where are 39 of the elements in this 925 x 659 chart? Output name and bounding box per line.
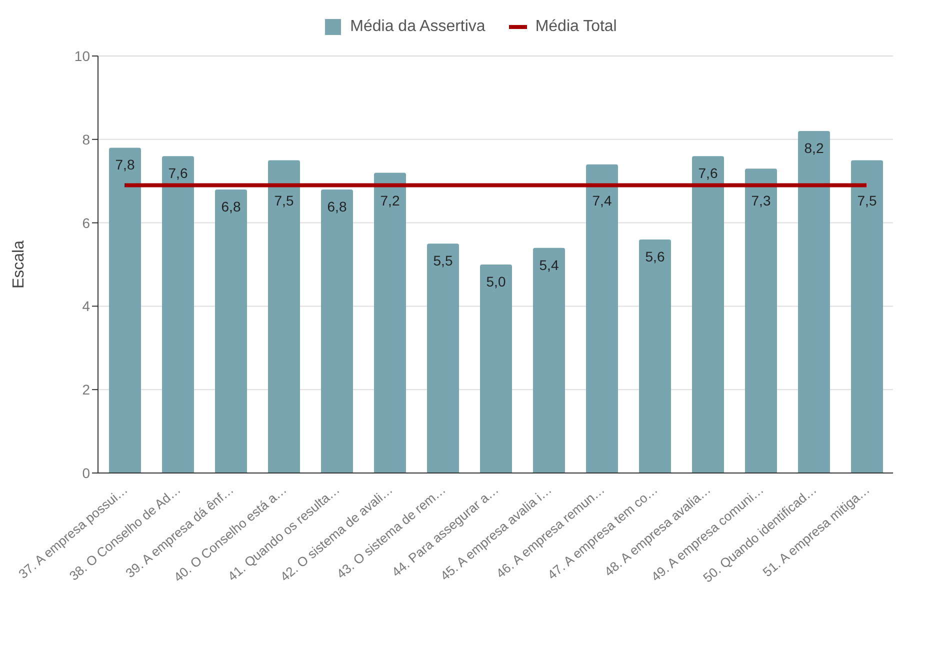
bar	[798, 131, 830, 473]
y-tick-label: 2	[82, 382, 90, 398]
bar	[586, 164, 618, 473]
data-label: 7,5	[857, 192, 877, 208]
bar	[109, 148, 141, 473]
data-label: 7,2	[380, 192, 400, 208]
data-label: 7,6	[168, 165, 188, 182]
y-tick-label: 6	[82, 214, 90, 231]
data-label: 5,6	[645, 248, 665, 264]
y-tick-label: 8	[82, 131, 90, 148]
y-tick-label: 4	[82, 298, 90, 314]
y-tick-label: 10	[74, 48, 90, 64]
bar	[692, 156, 724, 473]
bar	[215, 189, 247, 473]
bar	[851, 160, 883, 473]
data-label: 7,4	[592, 192, 612, 208]
bar	[639, 239, 671, 473]
legend-label: Média Total	[535, 18, 617, 36]
data-label: 5,5	[433, 252, 453, 269]
data-label: 6,8	[327, 198, 347, 214]
bar	[268, 160, 300, 473]
data-label: 7,6	[698, 165, 718, 182]
bar	[162, 156, 194, 473]
data-label: 8,2	[804, 140, 824, 156]
bar	[480, 264, 512, 473]
data-label: 5,4	[539, 256, 559, 273]
data-label: 7,5	[274, 192, 294, 208]
data-label: 6,8	[221, 198, 241, 214]
bar	[533, 248, 565, 473]
bar	[745, 168, 777, 473]
data-label: 7,3	[751, 192, 771, 208]
bar	[427, 244, 459, 473]
data-label: 7,8	[115, 156, 135, 173]
y-tick-label: 0	[82, 464, 90, 481]
bar	[374, 172, 406, 473]
bar	[321, 189, 353, 473]
data-label: 5,0	[486, 274, 506, 290]
y-axis-title: Escala	[10, 240, 28, 289]
legend-label: Média da Assertiva	[350, 18, 486, 36]
